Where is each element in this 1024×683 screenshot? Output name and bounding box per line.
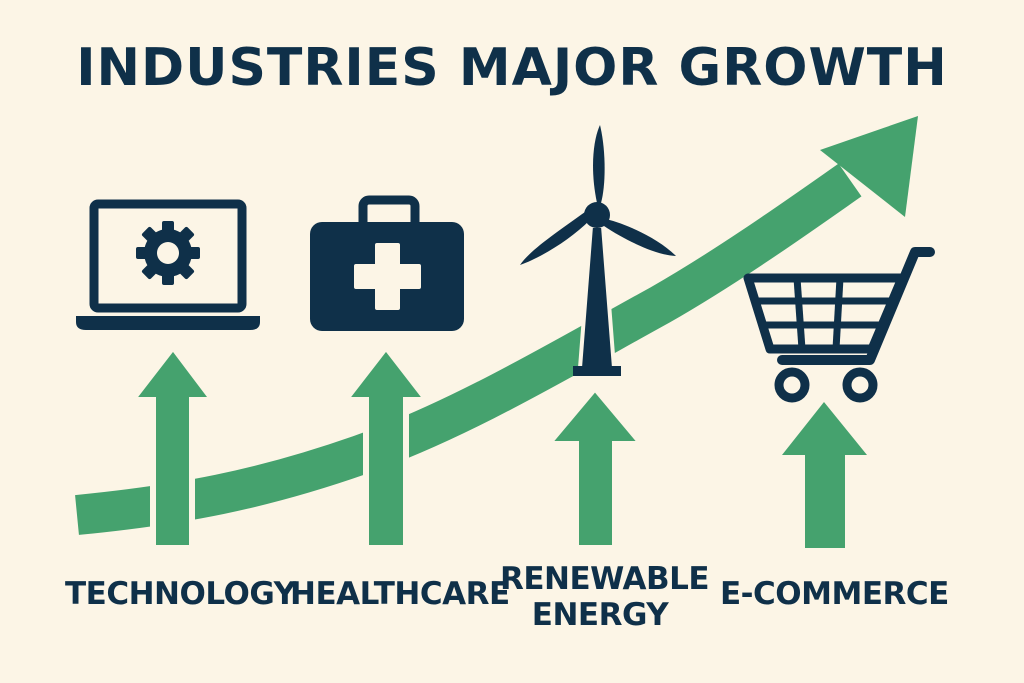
label-technology: TECHNOLOGY bbox=[65, 576, 296, 612]
label-healthcare-text: HEALTHCARE bbox=[290, 576, 510, 612]
shopping-cart-icon bbox=[743, 247, 935, 403]
medical-kit-icon bbox=[310, 195, 464, 331]
page-title: INDUSTRIES MAJOR GROWTH bbox=[76, 38, 948, 98]
label-renewable-line-2: ENERGY bbox=[531, 597, 669, 633]
wind-turbine-icon bbox=[520, 125, 676, 376]
up-arrow-healthcare bbox=[338, 342, 434, 551]
label-ecommerce: E-COMMERCE bbox=[720, 576, 949, 612]
label-technology-text: TECHNOLOGY bbox=[65, 576, 296, 612]
up-arrow-technology bbox=[125, 342, 220, 551]
laptop-gear-icon bbox=[76, 199, 260, 330]
growth-trend-arrow bbox=[75, 116, 918, 535]
label-ecommerce-text: E-COMMERCE bbox=[720, 576, 949, 612]
up-arrow-ecommerce bbox=[782, 402, 867, 548]
label-renewable-energy: RENEWABLE ENERGY bbox=[500, 561, 710, 633]
label-healthcare: HEALTHCARE bbox=[290, 576, 510, 612]
up-arrow-renewable-energy bbox=[541, 383, 649, 551]
label-renewable-line-1: RENEWABLE bbox=[500, 561, 710, 597]
